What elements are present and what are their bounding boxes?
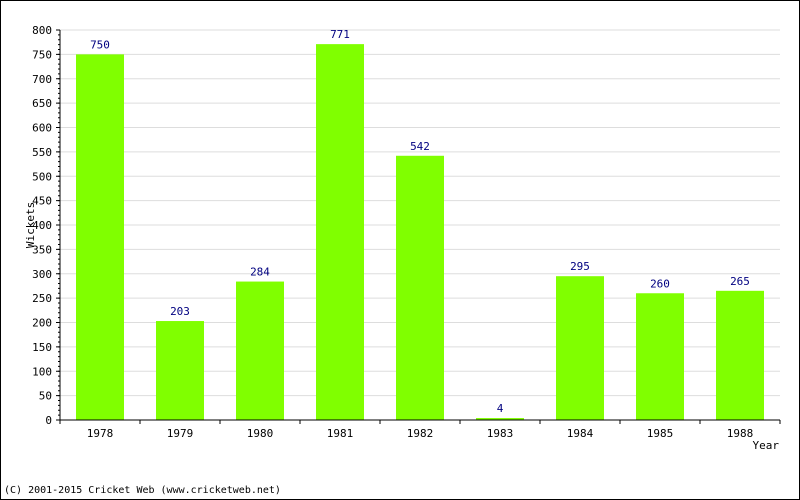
bar xyxy=(156,321,204,420)
y-tick-label: 300 xyxy=(32,268,52,281)
axes xyxy=(56,29,781,424)
bar xyxy=(316,44,364,420)
data-label: 542 xyxy=(410,140,430,153)
data-label: 260 xyxy=(650,277,670,290)
bar xyxy=(396,155,444,420)
y-tick-label: 50 xyxy=(39,390,52,403)
x-tick-label: 1980 xyxy=(247,427,274,440)
bar xyxy=(476,418,524,420)
bar xyxy=(76,54,124,420)
x-tick-label: 1979 xyxy=(167,427,194,440)
x-tick-label: 1982 xyxy=(407,427,434,440)
bar xyxy=(716,290,764,420)
y-tick-label: 200 xyxy=(32,317,52,330)
x-tick-label: 1983 xyxy=(487,427,514,440)
y-tick-label: 550 xyxy=(32,146,52,159)
y-axis-title: Wickets xyxy=(24,202,37,248)
data-label: 203 xyxy=(170,305,190,318)
bar xyxy=(236,281,284,420)
data-label: 265 xyxy=(730,275,750,288)
y-tick-label: 250 xyxy=(32,292,52,305)
y-tick-label: 150 xyxy=(32,341,52,354)
data-label: 771 xyxy=(330,28,350,41)
y-tick-label: 350 xyxy=(32,243,52,256)
x-axis-title: Year xyxy=(753,439,780,452)
y-tick-label: 750 xyxy=(32,48,52,61)
y-tick-label: 400 xyxy=(32,219,52,232)
y-tick-labels: 0 50 100 150 200 250 300 350 400 450 500 550 600 650 7… xyxy=(32,24,52,427)
bar xyxy=(636,293,684,420)
x-tick-label: 1985 xyxy=(647,427,674,440)
y-tick-label: 700 xyxy=(32,73,52,86)
data-label: 750 xyxy=(90,38,110,51)
y-tick-label: 800 xyxy=(32,24,52,37)
y-tick-label: 0 xyxy=(45,414,52,427)
data-labels: 750 203 284 771 542 4 295 260 265 xyxy=(90,28,750,415)
y-tick-label: 500 xyxy=(32,170,52,183)
x-tick-label: 1978 xyxy=(87,427,114,440)
x-tick-label: 1981 xyxy=(327,427,354,440)
bars xyxy=(76,44,764,420)
data-label: 295 xyxy=(570,260,590,273)
y-tick-label: 100 xyxy=(32,365,52,378)
y-tick-label: 650 xyxy=(32,97,52,110)
copyright-text: (C) 2001-2015 Cricket Web (www.cricketwe… xyxy=(4,485,281,496)
bar xyxy=(556,276,604,420)
data-label: 4 xyxy=(497,402,504,415)
x-tick-label: 1988 xyxy=(727,427,754,440)
data-label: 284 xyxy=(250,266,270,279)
x-tick-label: 1984 xyxy=(567,427,594,440)
y-tick-label: 600 xyxy=(32,122,52,135)
x-tick-labels: 1978 1979 1980 1981 1982 1983 1984 1985 1988 xyxy=(87,427,754,440)
y-tick-label: 450 xyxy=(32,195,52,208)
